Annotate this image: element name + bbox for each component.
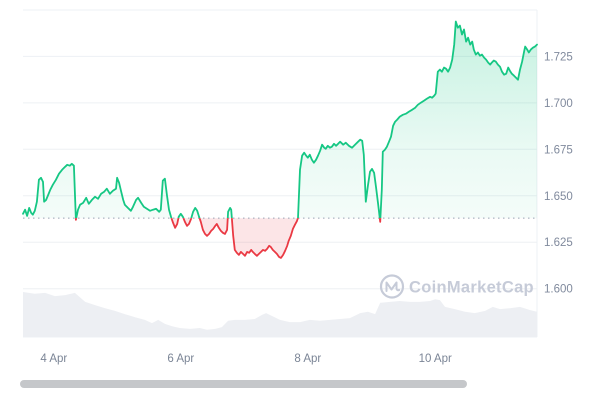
x-axis-tick-label: 4 Apr xyxy=(40,353,67,365)
y-axis-tick-label: 1.650 xyxy=(544,191,573,203)
y-axis-tick-label: 1.675 xyxy=(544,144,573,156)
horizontal-scrollbar-thumb[interactable] xyxy=(20,380,467,388)
watermark-text: CoinMarketCap xyxy=(409,279,534,297)
coinmarketcap-logo-icon xyxy=(379,274,405,299)
coinmarketcap-watermark: CoinMarketCap xyxy=(379,274,534,299)
x-axis-tick-label: 6 Apr xyxy=(167,353,194,365)
x-axis-tick-label: 10 Apr xyxy=(419,353,452,365)
price-line-down xyxy=(74,218,382,259)
y-axis-tick-label: 1.600 xyxy=(544,284,573,296)
y-axis-tick-label: 1.725 xyxy=(544,51,573,63)
price-area-down xyxy=(23,218,537,258)
x-axis-labels: 4 Apr 6 Apr 8 Apr 10 Apr xyxy=(40,353,452,365)
y-axis-labels: 1.725 1.700 1.675 1.650 1.625 1.600 xyxy=(544,51,573,295)
price-line-up xyxy=(22,20,538,219)
volume-area xyxy=(23,292,537,337)
x-axis-tick-label: 8 Apr xyxy=(294,353,321,365)
coinmarketcap-logo-m xyxy=(385,281,401,292)
price-area-up xyxy=(23,21,537,219)
y-axis-tick-label: 1.625 xyxy=(544,237,573,249)
y-axis-tick-label: 1.700 xyxy=(544,98,573,110)
